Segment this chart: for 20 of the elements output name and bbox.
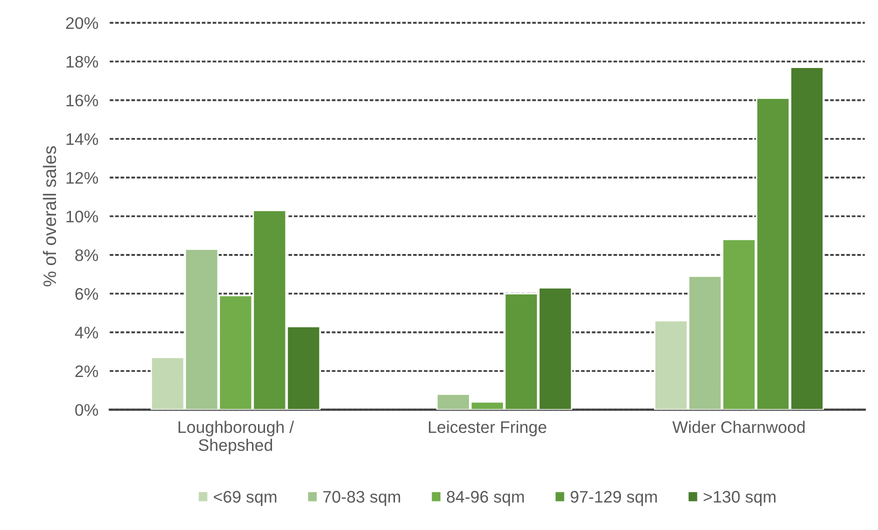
y-axis-title: % of overall sales — [42, 146, 56, 286]
y-tick-label: 18% — [66, 56, 98, 68]
x-tick-label: Leicester Fringe — [428, 420, 546, 436]
y-tick-label: 10% — [66, 210, 98, 222]
y-tick-label: 2% — [75, 365, 98, 378]
y-tick-label: 4% — [74, 326, 98, 338]
y-tick-label: 8% — [75, 249, 98, 262]
y-tick-label: 0% — [75, 404, 98, 416]
legend-label: >130 sqm — [704, 490, 776, 506]
x-tick-label: Wider Charnwood — [672, 420, 805, 434]
y-tick-label: 6% — [75, 288, 98, 300]
x-tick-label: Loughborough / Shepshed — [178, 420, 294, 454]
legend-label: <69 sqm — [214, 490, 276, 506]
legend-label: 70-83 sqm — [323, 490, 400, 506]
legend-label: 97-129 sqm — [570, 490, 657, 506]
y-tick-label: 12% — [66, 172, 98, 184]
y-tick-label: 20% — [66, 17, 98, 29]
legend-label: 84-96 sqm — [446, 490, 524, 506]
y-tick-label: 14% — [66, 133, 98, 145]
y-tick-label: 16% — [66, 94, 98, 106]
